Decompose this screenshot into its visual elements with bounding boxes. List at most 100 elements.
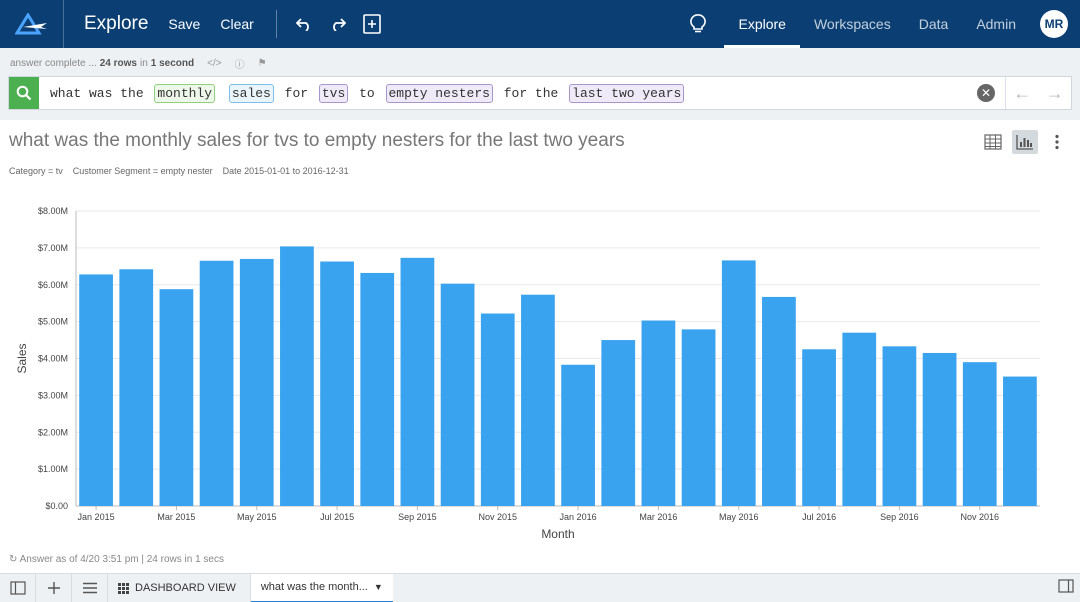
- query-token[interactable]: empty nesters: [385, 83, 493, 103]
- page-name: Explore: [84, 13, 149, 34]
- x-tick-label: Sep 2015: [398, 512, 437, 522]
- save-button[interactable]: Save: [168, 16, 201, 32]
- bar-apr-2016[interactable]: [681, 329, 716, 506]
- clear-search-icon[interactable]: ✕: [977, 84, 995, 102]
- code-icon[interactable]: </>: [207, 58, 222, 69]
- x-tick-label: Mar 2015: [157, 512, 195, 522]
- more-options-icon[interactable]: [1044, 130, 1070, 154]
- answer-footer: ↻ Answer as of 4/20 3:51 pm | 24 rows in…: [9, 554, 224, 565]
- bar-sep-2016[interactable]: [882, 346, 917, 506]
- bar-may-2016[interactable]: [721, 260, 756, 506]
- y-tick-label: $1.00M: [38, 464, 68, 474]
- filter-chip[interactable]: Customer Segment = empty nester: [72, 166, 213, 176]
- bar-jul-2015[interactable]: [320, 261, 354, 506]
- app-logo-icon[interactable]: [0, 0, 64, 48]
- left-panel-icon[interactable]: [0, 573, 36, 602]
- chart-view-icon[interactable]: [1012, 130, 1038, 154]
- flag-icon[interactable]: ⚑: [257, 58, 267, 69]
- status-prefix: answer complete ...: [10, 58, 97, 69]
- bar-jun-2015[interactable]: [280, 246, 314, 506]
- y-tick-label: $8.00M: [38, 206, 68, 216]
- bar-sep-2015[interactable]: [400, 257, 435, 506]
- view-switcher: [980, 130, 1070, 154]
- bar-oct-2016[interactable]: [922, 352, 957, 506]
- forward-arrow-icon[interactable]: →: [1045, 82, 1064, 103]
- bar-mar-2015[interactable]: [159, 289, 194, 506]
- back-arrow-icon[interactable]: ←: [1013, 82, 1032, 103]
- grid-icon: [118, 582, 129, 594]
- lightbulb-icon[interactable]: [678, 0, 718, 48]
- y-tick-label: $0.00: [45, 501, 68, 511]
- x-tick-label: Nov 2015: [478, 512, 517, 522]
- user-avatar[interactable]: MR: [1040, 10, 1068, 38]
- answer-tab[interactable]: what was the month... ▼: [250, 573, 393, 602]
- bar-aug-2015[interactable]: [360, 272, 395, 506]
- filter-chip[interactable]: Date 2015-01-01 to 2016-12-31: [222, 166, 349, 176]
- bottom-bar: DASHBOARD VIEW what was the month... ▼: [0, 573, 1080, 602]
- query-text: what was the: [50, 85, 152, 101]
- answer-footer-text: Answer as of 4/20 3:51 pm | 24 rows in 1…: [19, 554, 224, 565]
- search-bar[interactable]: what was the monthly sales for tvs to em…: [8, 76, 1072, 110]
- query-text: for: [276, 85, 316, 101]
- bar-mar-2016[interactable]: [641, 320, 676, 506]
- query-token[interactable]: tvs: [318, 83, 349, 103]
- filter-chip[interactable]: Category = tv: [9, 166, 63, 176]
- bar-may-2015[interactable]: [239, 258, 274, 506]
- bar-feb-2015[interactable]: [119, 269, 154, 506]
- redo-icon[interactable]: [321, 0, 355, 48]
- query-token[interactable]: sales: [228, 83, 274, 103]
- dashboard-view-label: DASHBOARD VIEW: [135, 582, 236, 594]
- nav-tab-admin[interactable]: Admin: [976, 16, 1016, 32]
- query-text: [215, 84, 229, 103]
- query-token[interactable]: last two years: [569, 83, 685, 103]
- table-view-icon[interactable]: [980, 130, 1006, 154]
- bar-oct-2015[interactable]: [440, 283, 475, 506]
- undo-icon[interactable]: [287, 0, 321, 48]
- clear-button[interactable]: Clear: [220, 16, 254, 32]
- bar-apr-2015[interactable]: [199, 260, 234, 506]
- nav-tab-explore[interactable]: Explore: [724, 0, 800, 48]
- y-tick-label: $5.00M: [38, 317, 68, 327]
- sales-bar-chart: $0.00 $1.00M $2.00M $3.00M $4.00M $5.00M $6.00…: [15, 206, 1040, 541]
- y-tick-label: $6.00M: [38, 280, 68, 290]
- bar-jan-2016[interactable]: [561, 364, 595, 506]
- y-tick-label: $3.00M: [38, 390, 68, 400]
- x-tick-label: Sep 2016: [880, 512, 919, 522]
- caret-down-icon[interactable]: ▼: [373, 582, 383, 592]
- search-icon[interactable]: [9, 77, 39, 109]
- add-tab-icon[interactable]: [36, 573, 72, 602]
- status-time: 1 second: [150, 58, 195, 69]
- info-icon[interactable]: ⓘ: [234, 60, 245, 71]
- bar-nov-2015[interactable]: [480, 313, 515, 506]
- bar-jan-2015[interactable]: [79, 274, 113, 506]
- x-axis-title: Month: [541, 527, 574, 541]
- bar-dec-2016[interactable]: [1003, 376, 1037, 506]
- bar-jun-2016[interactable]: [762, 296, 796, 506]
- x-tick-label: Jan 2015: [78, 512, 115, 522]
- query-status: answer complete ... 24 rows in 1 second …: [10, 56, 267, 71]
- query-text: for the: [495, 85, 567, 101]
- search-query-input[interactable]: what was the monthly sales for tvs to em…: [47, 83, 685, 103]
- query-text: to: [351, 85, 383, 101]
- bar-feb-2016[interactable]: [601, 340, 636, 506]
- query-token[interactable]: monthly: [154, 83, 216, 103]
- x-tick-label: May 2015: [237, 512, 277, 522]
- list-icon[interactable]: [72, 573, 108, 602]
- y-tick-label: $2.00M: [38, 427, 68, 437]
- top-nav-bar: Explore Save Clear Explore Workspaces Da…: [0, 0, 1080, 48]
- y-axis-title: Sales: [15, 343, 29, 373]
- refresh-icon[interactable]: ↻: [9, 554, 18, 565]
- right-panel-icon[interactable]: [1058, 579, 1074, 598]
- bar-jul-2016[interactable]: [802, 349, 836, 506]
- dashboard-view-button[interactable]: DASHBOARD VIEW: [108, 573, 251, 602]
- answer-title: what was the monthly sales for tvs to em…: [9, 130, 625, 151]
- nav-tab-workspaces[interactable]: Workspaces: [813, 16, 891, 32]
- add-to-pinboard-icon[interactable]: [355, 0, 389, 48]
- bar-nov-2016[interactable]: [962, 362, 997, 506]
- answer-filters: Category = tv Customer Segment = empty n…: [9, 166, 349, 176]
- nav-tab-data[interactable]: Data: [918, 16, 949, 32]
- y-tick-label: $4.00M: [38, 354, 68, 364]
- bar-dec-2015[interactable]: [521, 294, 555, 506]
- bar-aug-2016[interactable]: [842, 332, 877, 506]
- x-tick-label: Nov 2016: [960, 512, 999, 522]
